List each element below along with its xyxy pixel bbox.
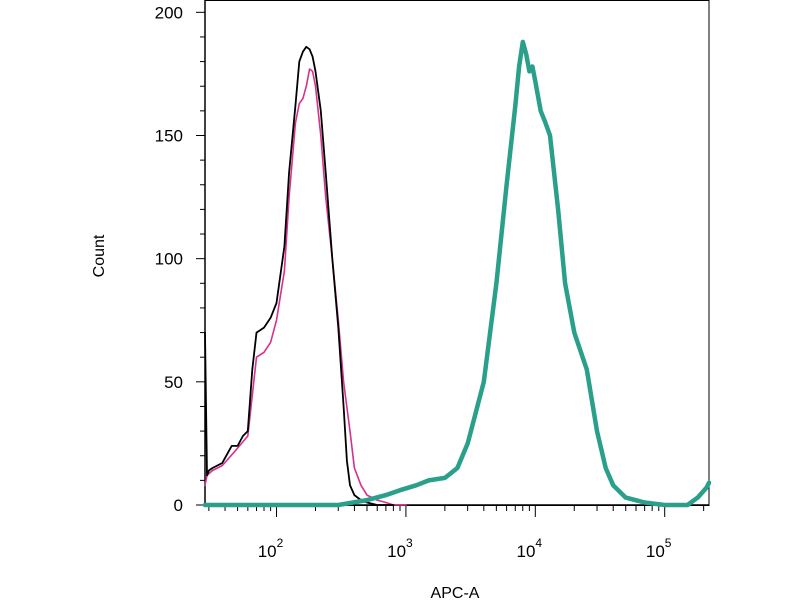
series-magenta-line: [204, 68, 407, 506]
y-tick-label: 0: [174, 496, 183, 515]
x-tick-label: 102: [258, 536, 284, 561]
x-axis-ticks: 102 103 104 105: [208, 505, 705, 561]
x-tick-label: 104: [517, 536, 543, 561]
plot-border: [204, 0, 710, 506]
series-black-line: [204, 45, 395, 506]
y-tick-label: 50: [164, 373, 183, 392]
series-layer: [202, 39, 712, 508]
series-teal-line: [202, 39, 712, 508]
y-tick-label: 200: [155, 3, 183, 22]
x-tick-label: 105: [646, 536, 672, 561]
x-axis-label: APC-A: [431, 585, 480, 600]
y-tick-label: 150: [155, 126, 183, 145]
y-axis-ticks: 0 50 100 150 200: [155, 3, 205, 515]
y-axis-label: Count: [91, 234, 108, 277]
y-tick-label: 100: [155, 250, 183, 269]
x-tick-label: 103: [387, 536, 413, 561]
plot-frame: [204, 0, 710, 506]
